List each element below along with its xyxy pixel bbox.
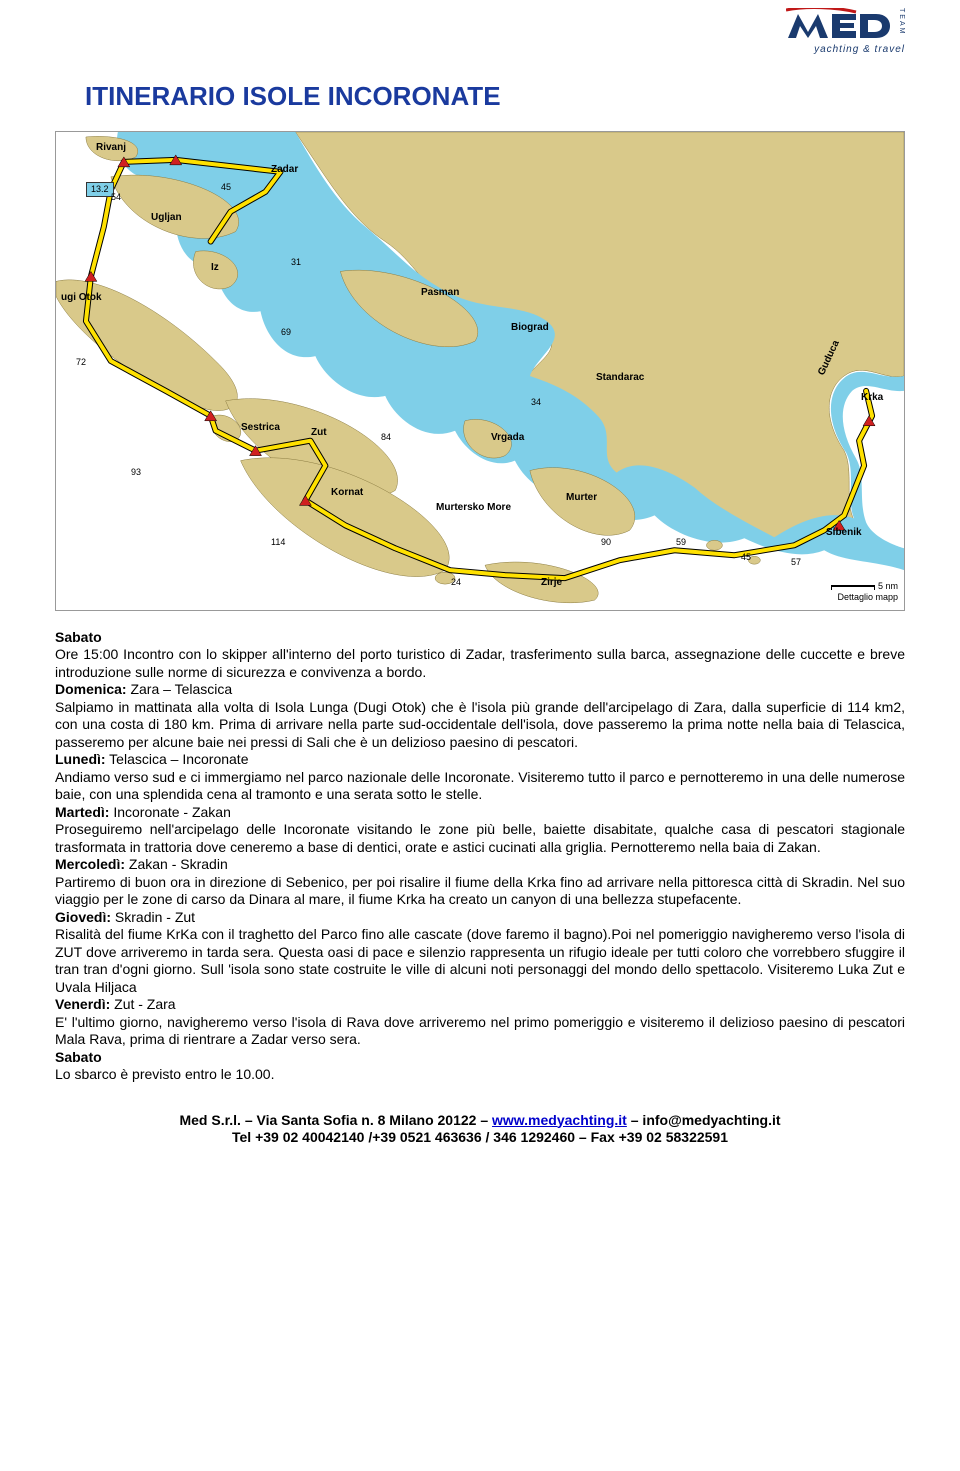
map-depth-number: 84: [381, 432, 391, 443]
footer-email: – info@medyachting.it: [627, 1112, 781, 1128]
page-title: ITINERARIO ISOLE INCORONATE: [85, 80, 905, 113]
map-scale: 5 nm Dettaglio mapp: [831, 581, 898, 604]
map-label: Pasman: [421, 287, 459, 300]
map-label: Sestrica: [241, 422, 280, 435]
day-domenica-body: Salpiamo in mattinata alla volta di Isol…: [55, 699, 905, 752]
day-lunedi-route: Telascica – Incoronate: [106, 751, 249, 767]
day-domenica-head: Domenica:: [55, 681, 127, 697]
footer-company: Med S.r.l. – Via Santa Sofia n. 8 Milano…: [179, 1112, 492, 1128]
itinerary-map: 13.2 Rivanj Zadar Ugljan ugi Otok Iz Pasman Bi…: [55, 131, 905, 611]
map-label: Sibenik: [826, 527, 862, 540]
map-depth-number: 93: [131, 467, 141, 478]
day-lunedi-body: Andiamo verso sud e ci immergiamo nel pa…: [55, 769, 905, 804]
depth-badge: 13.2: [86, 182, 114, 197]
page-footer: Med S.r.l. – Via Santa Sofia n. 8 Milano…: [55, 1112, 905, 1147]
map-label: Rivanj: [96, 142, 126, 155]
map-label: Krka: [861, 392, 883, 405]
map-label: Standarac: [596, 372, 644, 385]
day-giovedi-body: Risalità del fiume KrKa con il traghetto…: [55, 926, 905, 996]
day-mercoledi-body: Partiremo di buon ora in direzione di Se…: [55, 874, 905, 909]
footer-phones: Tel +39 02 40042140 /+39 0521 463636 / 3…: [55, 1129, 905, 1147]
map-label: Vrgada: [491, 432, 524, 445]
map-label: Kornat: [331, 487, 363, 500]
day-martedi-route: Incoronate - Zakan: [109, 804, 230, 820]
map-depth-number: 72: [76, 357, 86, 368]
map-label: Zirje: [541, 577, 562, 590]
day-venerdi-body: E' l'ultimo giorno, navigheremo verso l'…: [55, 1014, 905, 1049]
map-label: Murter: [566, 492, 597, 505]
day-martedi-head: Martedì:: [55, 804, 109, 820]
day-mercoledi-route: Zakan - Skradin: [125, 856, 228, 872]
company-logo: TEAM yachting & travel: [786, 8, 905, 57]
day-sabato1-body: Ore 15:00 Incontro con lo skipper all'in…: [55, 646, 905, 681]
scale-sub: Dettaglio mapp: [837, 592, 898, 602]
day-sabato2-body: Lo sbarco è previsto entro le 10.00.: [55, 1066, 905, 1084]
map-depth-number: 57: [791, 557, 801, 568]
map-depth-number: 45: [741, 552, 751, 563]
logo-mark-svg: [786, 8, 896, 46]
map-label: Zut: [311, 427, 327, 440]
map-depth-number: 114: [271, 537, 285, 548]
scale-value: 5 nm: [878, 581, 898, 591]
map-depth-number: 34: [531, 397, 541, 408]
footer-website-link[interactable]: www.medyachting.it: [492, 1112, 627, 1128]
map-depth-number: 59: [676, 537, 686, 548]
map-label: Murtersko More: [436, 502, 511, 515]
day-sabato1-head: Sabato: [55, 629, 102, 645]
day-mercoledi-head: Mercoledì:: [55, 856, 125, 872]
day-lunedi-head: Lunedì:: [55, 751, 106, 767]
map-label: Iz: [211, 262, 219, 275]
day-giovedi-head: Giovedì:: [55, 909, 111, 925]
map-label: Ugljan: [151, 212, 182, 225]
map-depth-number: 69: [281, 327, 291, 338]
map-label: Zadar: [271, 164, 298, 177]
map-depth-number: 24: [451, 577, 461, 588]
map-label: Biograd: [511, 322, 549, 335]
map-depth-number: 54: [111, 192, 121, 203]
map-depth-number: 31: [291, 257, 301, 268]
day-venerdi-route: Zut - Zara: [110, 996, 175, 1012]
day-giovedi-route: Skradin - Zut: [111, 909, 195, 925]
logo-side-word: TEAM: [896, 8, 905, 35]
itinerary-content: Sabato Ore 15:00 Incontro con lo skipper…: [55, 629, 905, 1084]
map-label: ugi Otok: [61, 292, 102, 305]
day-sabato2-head: Sabato: [55, 1049, 102, 1065]
day-venerdi-head: Venerdì:: [55, 996, 110, 1012]
map-depth-number: 45: [221, 182, 231, 193]
day-domenica-route: Zara – Telascica: [127, 681, 233, 697]
day-martedi-body: Proseguiremo nell'arcipelago delle Incor…: [55, 821, 905, 856]
map-depth-number: 90: [601, 537, 611, 548]
